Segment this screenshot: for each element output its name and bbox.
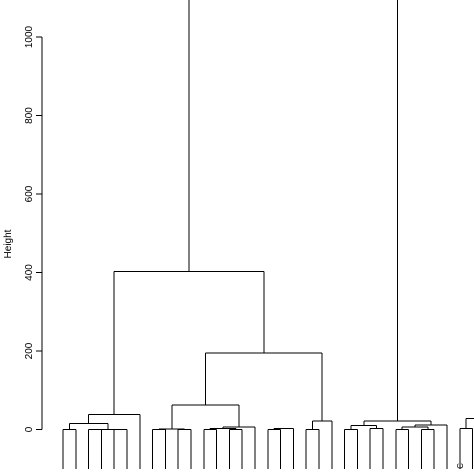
y-tick-label: 400 [24, 264, 35, 281]
y-tick-label: 1000 [24, 25, 35, 48]
y-tick-label: 200 [24, 342, 35, 359]
y-axis-title: Height [3, 229, 14, 258]
dendrogram-tree [62, 0, 474, 469]
y-tick-label: 0 [24, 426, 35, 432]
leaf-label: C [456, 463, 465, 469]
y-tick-label: 600 [24, 185, 35, 202]
y-tick-label: 800 [24, 107, 35, 124]
leaf-labels: C [456, 463, 465, 469]
y-axis: 0 200 400 600 800 1000 [24, 25, 43, 432]
